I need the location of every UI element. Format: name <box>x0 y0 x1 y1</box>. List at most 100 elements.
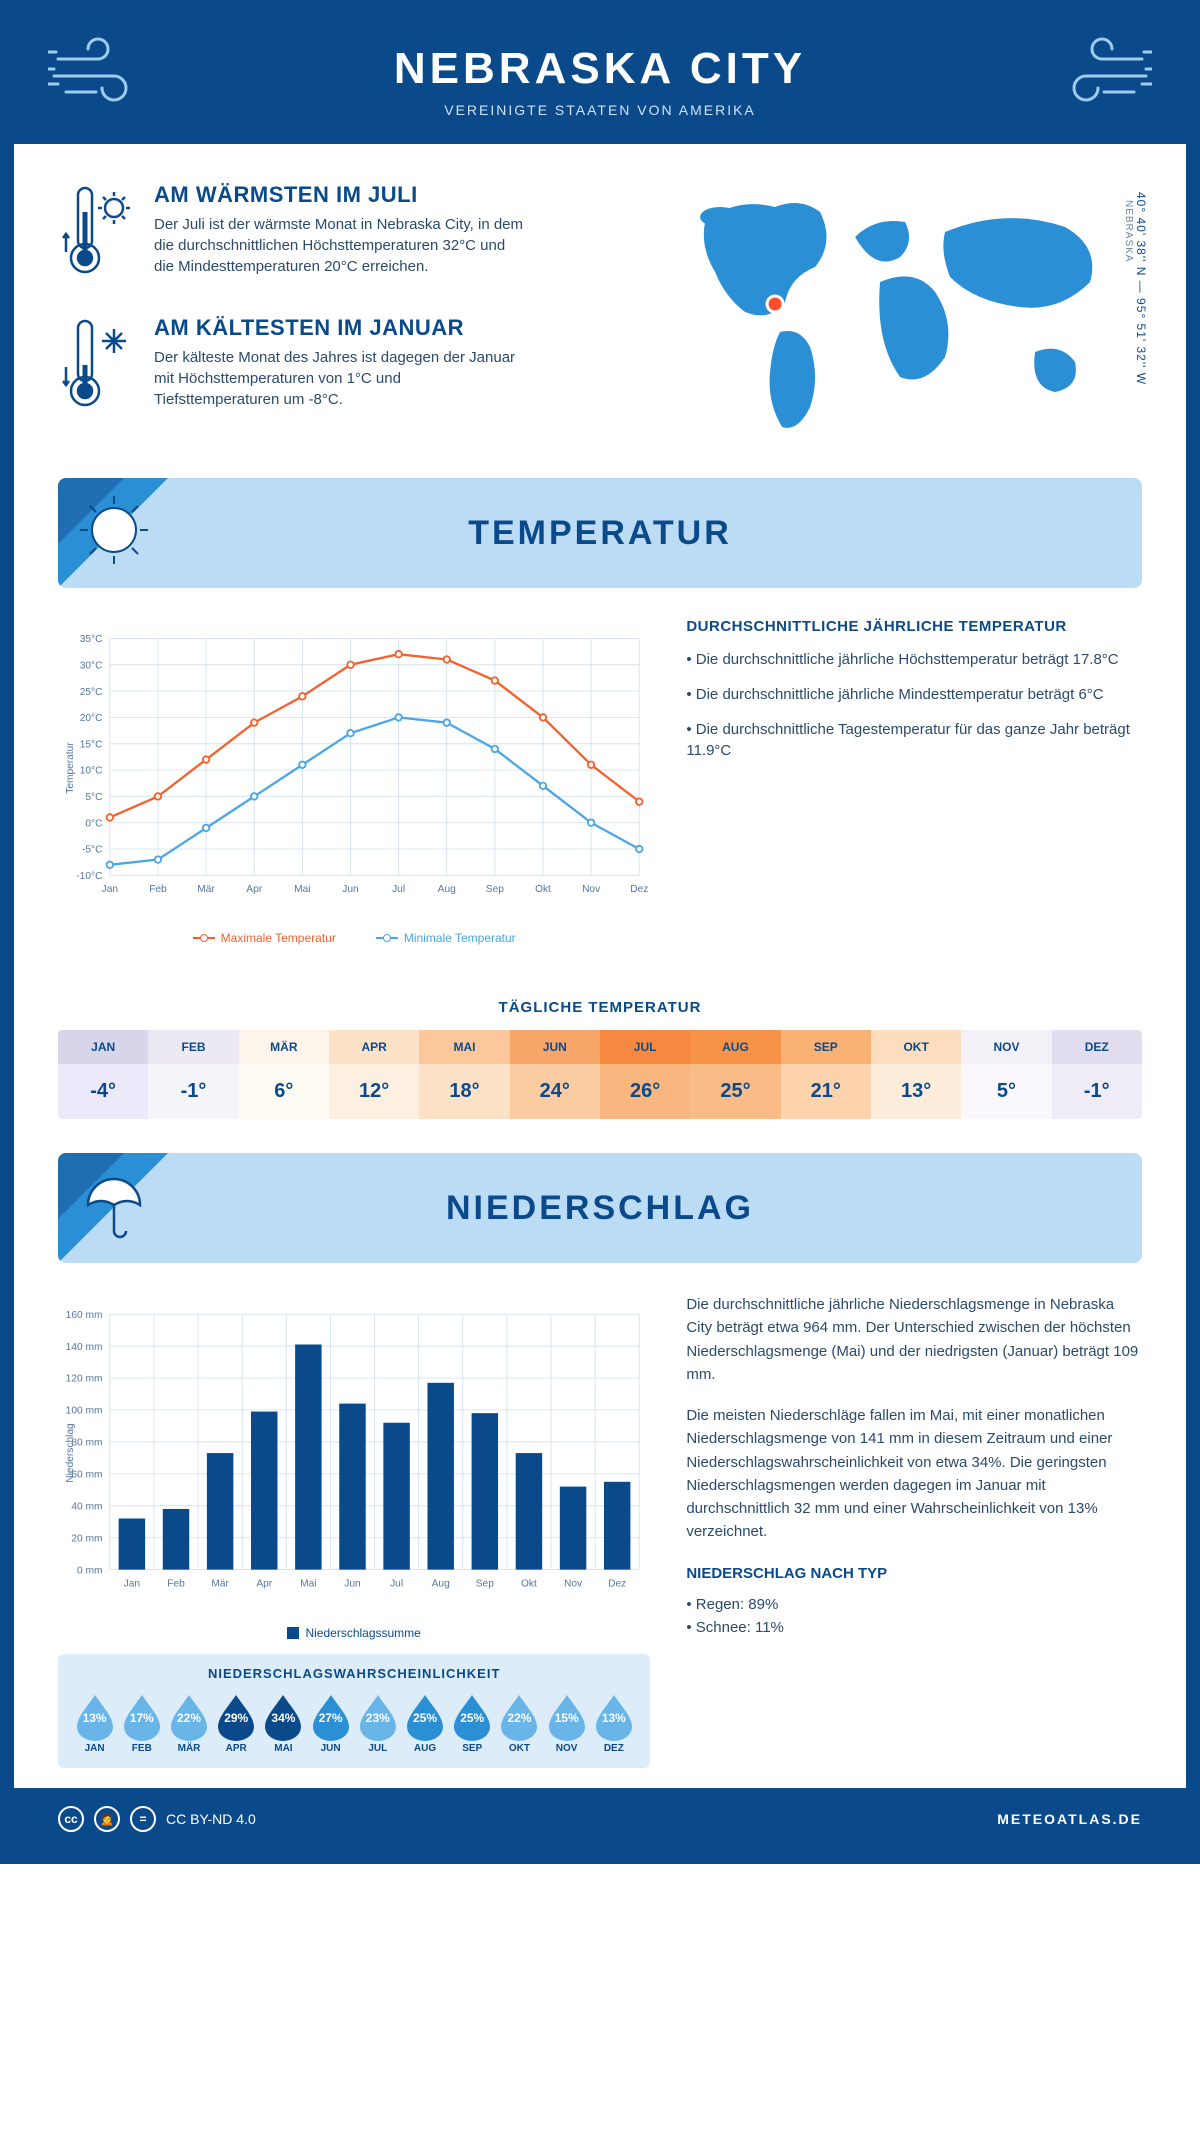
precipitation-chart: 0 mm 20 mm 40 mm 60 mm 80 mm 100 mm 120 mm 140 … <box>58 1293 650 1613</box>
cc-icon: cc <box>58 1806 84 1832</box>
svg-text:Dez: Dez <box>630 884 648 895</box>
license: cc 🙍 = CC BY-ND 4.0 <box>58 1806 256 1832</box>
svg-text:20°C: 20°C <box>80 713 103 724</box>
prob-drop: 13%JAN <box>72 1691 117 1754</box>
svg-text:100 mm: 100 mm <box>66 1406 103 1417</box>
month-cell: AUG 25° <box>690 1030 780 1119</box>
svg-text:Dez: Dez <box>608 1578 626 1589</box>
precip-type-item: Regen: 89% <box>686 1593 1142 1616</box>
intro-section: AM WÄRMSTEN IM JULI Der Juli ist der wär… <box>14 144 1186 478</box>
temp-legend: Maximale Temperatur Minimale Temperatur <box>58 931 650 945</box>
sun-icon <box>74 490 154 570</box>
svg-text:Feb: Feb <box>167 1578 185 1589</box>
svg-text:Apr: Apr <box>246 884 262 895</box>
svg-text:Okt: Okt <box>535 884 551 895</box>
svg-text:80 mm: 80 mm <box>71 1438 102 1449</box>
svg-text:Mai: Mai <box>294 884 310 895</box>
thermometer-snow-icon <box>58 315 134 415</box>
prob-drop: 13%DEZ <box>591 1691 636 1754</box>
svg-text:Mär: Mär <box>211 1578 229 1589</box>
header: NEBRASKA CITY VEREINIGTE STAATEN VON AME… <box>14 14 1186 144</box>
svg-text:160 mm: 160 mm <box>66 1310 103 1321</box>
svg-text:40 mm: 40 mm <box>71 1501 102 1512</box>
precip-probability: NIEDERSCHLAGSWAHRSCHEINLICHKEIT 13%JAN 1… <box>58 1654 650 1768</box>
month-cell: APR 12° <box>329 1030 419 1119</box>
summary-item: Die durchschnittliche jährliche Höchstte… <box>686 649 1142 670</box>
svg-text:Niederschlag: Niederschlag <box>65 1423 76 1482</box>
month-cell: JUN 24° <box>510 1030 600 1119</box>
svg-text:Okt: Okt <box>521 1578 537 1589</box>
svg-text:5°C: 5°C <box>85 792 102 803</box>
svg-text:Aug: Aug <box>432 1578 450 1589</box>
svg-text:0°C: 0°C <box>85 818 102 829</box>
svg-text:Aug: Aug <box>438 884 456 895</box>
prob-drop: 29%APR <box>214 1691 259 1754</box>
svg-text:Temperatur: Temperatur <box>65 742 76 794</box>
month-cell: MAI 18° <box>419 1030 509 1119</box>
infographic-frame: NEBRASKA CITY VEREINIGTE STAATEN VON AME… <box>0 0 1200 1864</box>
nd-icon: = <box>130 1806 156 1832</box>
daily-temp-title: TÄGLICHE TEMPERATUR <box>14 999 1186 1016</box>
svg-text:Jan: Jan <box>124 1578 140 1589</box>
prob-drop: 25%SEP <box>450 1691 495 1754</box>
coordinates: 40° 40' 38'' N — 95° 51' 32'' W NEBRASKA <box>1123 192 1148 385</box>
svg-text:0 mm: 0 mm <box>77 1565 102 1576</box>
svg-text:-10°C: -10°C <box>76 871 102 882</box>
month-cell: OKT 13° <box>871 1030 961 1119</box>
month-cell: NOV 5° <box>961 1030 1051 1119</box>
prob-drop: 15%NOV <box>544 1691 589 1754</box>
svg-text:Nov: Nov <box>564 1578 583 1589</box>
svg-text:25°C: 25°C <box>80 687 103 698</box>
svg-text:Sep: Sep <box>476 1578 494 1589</box>
thermometer-sun-icon <box>58 182 134 282</box>
precip-text: Die durchschnittliche jährliche Niedersc… <box>686 1293 1142 1768</box>
svg-text:Jul: Jul <box>390 1578 403 1589</box>
precipitation-title: NIEDERSCHLAG <box>446 1189 754 1228</box>
month-cell: JAN -4° <box>58 1030 148 1119</box>
brand: METEOATLAS.DE <box>997 1811 1142 1827</box>
svg-text:Feb: Feb <box>149 884 167 895</box>
svg-text:Jul: Jul <box>392 884 405 895</box>
world-map <box>628 182 1142 442</box>
prob-drop: 22%MÄR <box>166 1691 211 1754</box>
svg-text:Jan: Jan <box>102 884 118 895</box>
warm-fact: AM WÄRMSTEN IM JULI Der Juli ist der wär… <box>58 182 598 287</box>
page-subtitle: VEREINIGTE STAATEN VON AMERIKA <box>54 102 1146 118</box>
month-cell: FEB -1° <box>148 1030 238 1119</box>
svg-text:60 mm: 60 mm <box>71 1470 102 1481</box>
cold-text: Der kälteste Monat des Jahres ist dagege… <box>154 347 524 410</box>
svg-text:Jun: Jun <box>344 1578 360 1589</box>
prob-drop: 34%MAI <box>261 1691 306 1754</box>
cold-title: AM KÄLTESTEN IM JANUAR <box>154 315 524 341</box>
temperature-summary: DURCHSCHNITTLICHE JÄHRLICHE TEMPERATUR D… <box>686 618 1142 945</box>
prob-drop: 22%OKT <box>497 1691 542 1754</box>
page-title: NEBRASKA CITY <box>54 44 1146 94</box>
svg-text:140 mm: 140 mm <box>66 1342 103 1353</box>
prob-drop: 17%FEB <box>119 1691 164 1754</box>
by-icon: 🙍 <box>94 1806 120 1832</box>
temperature-banner: TEMPERATUR <box>58 478 1142 588</box>
precipitation-banner: NIEDERSCHLAG <box>58 1153 1142 1263</box>
summary-item: Die durchschnittliche jährliche Mindestt… <box>686 684 1142 705</box>
daily-temp-strip: JAN -4°FEB -1°MÄR 6°APR 12°MAI 18°JUN 24… <box>58 1030 1142 1119</box>
prob-drop: 23%JUL <box>355 1691 400 1754</box>
svg-text:15°C: 15°C <box>80 739 103 750</box>
svg-text:30°C: 30°C <box>80 660 103 671</box>
svg-text:Mai: Mai <box>300 1578 316 1589</box>
svg-text:10°C: 10°C <box>80 766 103 777</box>
prob-drop: 27%JUN <box>308 1691 353 1754</box>
month-cell: MÄR 6° <box>239 1030 329 1119</box>
footer: cc 🙍 = CC BY-ND 4.0 METEOATLAS.DE <box>14 1788 1186 1850</box>
umbrella-icon <box>74 1165 154 1245</box>
wind-icon <box>1032 34 1152 114</box>
prob-drop: 25%AUG <box>402 1691 447 1754</box>
svg-text:35°C: 35°C <box>80 634 103 645</box>
svg-text:120 mm: 120 mm <box>66 1374 103 1385</box>
svg-text:Jun: Jun <box>342 884 358 895</box>
svg-text:Nov: Nov <box>582 884 601 895</box>
svg-text:20 mm: 20 mm <box>71 1533 102 1544</box>
svg-text:Mär: Mär <box>197 884 215 895</box>
svg-text:Apr: Apr <box>256 1578 272 1589</box>
temperature-title: TEMPERATUR <box>468 514 732 553</box>
location-marker <box>767 296 783 312</box>
